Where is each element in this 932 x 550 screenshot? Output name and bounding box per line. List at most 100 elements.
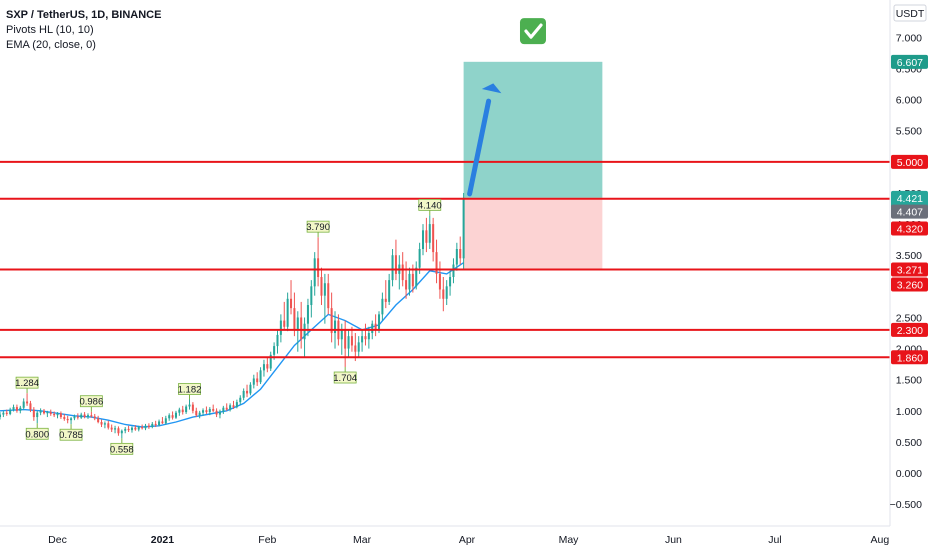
candle-body — [97, 418, 100, 423]
candle-body — [90, 415, 93, 417]
pivot-label: 3.790 — [306, 220, 330, 238]
price-badge[interactable]: 2.300 — [891, 322, 928, 337]
candle-body — [73, 416, 76, 419]
pivot-value: 1.284 — [15, 378, 39, 389]
price-badge-value: 4.421 — [897, 193, 923, 205]
candle-body — [205, 410, 208, 413]
price-badge-bg — [891, 277, 928, 292]
pivot-labels: 1.284 0.800 0.785 0.986 0.558 1.182 3.790 1.704… — [15, 198, 442, 455]
price-badge[interactable]: 4.320 — [891, 221, 928, 236]
candle-body — [158, 421, 161, 426]
pivot-box — [15, 376, 39, 389]
candle-body — [334, 320, 337, 334]
candle — [178, 407, 181, 416]
candle-body — [411, 273, 414, 287]
pivot-value: 0.986 — [79, 397, 103, 408]
candle — [80, 412, 83, 419]
candle — [185, 404, 188, 414]
candle-body — [202, 410, 205, 413]
candle — [76, 413, 79, 420]
axes: USDT — [0, 0, 927, 527]
candle-body — [5, 412, 8, 414]
candle — [42, 408, 46, 415]
candle-body — [459, 248, 462, 259]
y-tick-label: 5.500 — [896, 126, 922, 138]
candle — [107, 420, 110, 430]
candle-body — [107, 423, 110, 428]
candle-body — [310, 286, 313, 306]
price-badges: 6.6075.0004.42108:574.4074.3203.2713.260… — [891, 54, 928, 365]
legend-ema[interactable]: EMA (20, close, 0) — [6, 39, 96, 51]
candle-body — [9, 409, 12, 414]
stop-zone[interactable] — [463, 197, 603, 270]
price-badge-bg — [891, 262, 928, 277]
candle-body — [418, 248, 421, 268]
arrow-shaft[interactable] — [467, 98, 492, 197]
position-tool[interactable] — [463, 61, 603, 270]
y-tick-label: 0.000 — [896, 468, 922, 480]
candle — [141, 424, 144, 430]
candle-body — [377, 314, 381, 330]
candle — [164, 415, 167, 425]
price-badge[interactable]: 4.407 — [891, 204, 928, 219]
candle — [462, 192, 465, 270]
price-badge[interactable]: 1.860 — [891, 350, 928, 365]
arrow-head[interactable] — [481, 83, 502, 94]
check-icon[interactable] — [519, 18, 546, 45]
candle — [93, 413, 96, 421]
candle — [350, 326, 353, 352]
candle-body — [215, 410, 218, 415]
price-badge[interactable]: 5.000 — [891, 154, 928, 169]
price-badge[interactable]: 6.607 — [891, 54, 928, 69]
candle-body — [225, 407, 228, 410]
candle — [327, 273, 330, 315]
candle-body — [303, 323, 306, 340]
y-tick-label: 1.500 — [896, 375, 922, 387]
candle — [137, 425, 140, 432]
horizontal-lines[interactable] — [0, 160, 890, 359]
candle-body — [168, 415, 171, 419]
candle-body — [364, 336, 367, 340]
candle-body — [449, 277, 452, 287]
legend-pivots[interactable]: Pivots HL (10, 10) — [6, 24, 94, 36]
candle-body — [273, 346, 276, 355]
candle-body — [394, 255, 397, 274]
candle-body — [388, 280, 391, 302]
candle — [449, 270, 452, 296]
candle — [49, 409, 52, 416]
pivot-box — [418, 198, 442, 211]
price-badge[interactable]: 3.260 — [891, 277, 928, 292]
candle — [208, 407, 211, 416]
pivot-label: 0.986 — [79, 395, 103, 412]
candle — [212, 404, 215, 413]
candle-body — [26, 401, 29, 404]
candle-body — [120, 430, 123, 434]
candle-body — [421, 230, 425, 249]
price-badge[interactable]: 3.271 — [891, 262, 928, 277]
candle-body — [134, 427, 137, 430]
price-badge-value: 2.300 — [897, 325, 923, 337]
currency-label[interactable]: USDT — [896, 8, 925, 20]
pivot-label: 0.800 — [25, 423, 49, 440]
arrow-annotation[interactable] — [467, 18, 546, 197]
candle — [202, 408, 205, 416]
candle-body — [283, 320, 286, 327]
currency-label-box[interactable] — [893, 4, 927, 22]
x-tick-label: Feb — [258, 534, 276, 546]
candle-body — [161, 421, 164, 424]
candle-body — [293, 308, 296, 330]
legend-title[interactable]: SXP / TetherUS, 1D, BINANCE — [6, 9, 162, 21]
candle — [151, 422, 154, 429]
candle — [425, 217, 428, 253]
target-zone[interactable] — [463, 61, 603, 198]
candle-body — [435, 252, 438, 274]
candle-body — [100, 422, 103, 425]
candle — [171, 411, 174, 420]
pivot-value: 4.140 — [418, 200, 442, 211]
candle — [198, 410, 201, 419]
candle-body — [191, 404, 194, 411]
candle-body — [286, 298, 289, 327]
price-badge-bg — [891, 350, 928, 365]
candle-body — [195, 410, 198, 416]
